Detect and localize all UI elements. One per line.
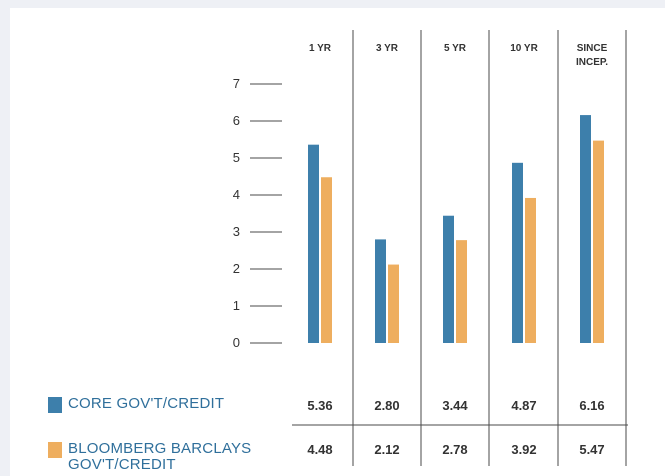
y-tick-label-3: 3 xyxy=(232,224,240,239)
value-cell-2-4: 3.92 xyxy=(511,442,537,457)
legend-label-line: GOV'T/CREDIT xyxy=(68,456,176,473)
legend-label-2: BLOOMBERG BARCLAYS GOV'T/CREDIT xyxy=(68,441,251,473)
bar-core-5 xyxy=(580,115,591,343)
value-cell-2-3: 2.78 xyxy=(442,442,468,457)
y-tick-label-0: 0 xyxy=(232,335,240,350)
bar-core-4 xyxy=(512,162,523,343)
column-header-line: 3 YR xyxy=(375,43,399,54)
column-header-line: INCEP. xyxy=(575,57,609,68)
bar-chart xyxy=(250,30,628,466)
column-header-2: 3 YR xyxy=(353,42,421,56)
value-cell-1-3: 3.44 xyxy=(442,398,468,413)
legend-swatch-2 xyxy=(48,442,62,458)
bar-benchmark-2 xyxy=(388,264,399,343)
legend-swatch-1 xyxy=(48,397,62,413)
y-tick-label-4: 4 xyxy=(232,187,240,202)
column-header-line: 1 YR xyxy=(308,43,332,54)
value-cell-2-2: 2.12 xyxy=(374,442,400,457)
y-tick-label-5: 5 xyxy=(232,150,240,165)
legend-label-line: CORE GOV'T/CREDIT xyxy=(68,395,225,412)
bar-benchmark-4 xyxy=(525,197,536,343)
column-header-line: SINCE xyxy=(576,43,608,54)
column-header-1: 1 YR xyxy=(286,42,354,56)
value-cell-1-2: 2.80 xyxy=(374,398,400,413)
y-tick-label-2: 2 xyxy=(232,261,240,276)
legend-label-1: CORE GOV'T/CREDIT xyxy=(68,396,224,412)
column-header-5: SINCE INCEP. xyxy=(558,42,626,70)
column-header-3: 5 YR xyxy=(421,42,489,56)
column-header-line: 10 YR xyxy=(510,43,538,54)
bar-core-2 xyxy=(375,239,386,343)
bar-benchmark-5 xyxy=(593,140,604,343)
bar-benchmark-1 xyxy=(321,177,332,343)
bar-benchmark-3 xyxy=(456,240,467,343)
bar-core-1 xyxy=(308,144,319,343)
value-cell-1-1: 5.36 xyxy=(307,398,333,413)
value-cell-2-5: 5.47 xyxy=(579,442,605,457)
value-cell-1-4: 4.87 xyxy=(511,398,537,413)
legend-label-line: BLOOMBERG BARCLAYS xyxy=(68,440,252,457)
y-tick-label-6: 6 xyxy=(232,113,240,128)
bar-core-3 xyxy=(443,215,454,343)
performance-card: 0 1 2 3 4 5 6 7 1 YR 3 YR 5 YR 10 YR SINCE INCEP. CORE… xyxy=(10,8,665,476)
value-cell-2-1: 4.48 xyxy=(307,442,333,457)
column-header-4: 10 YR xyxy=(490,42,558,56)
y-tick-label-7: 7 xyxy=(232,76,240,91)
column-header-line: 5 YR xyxy=(443,43,467,54)
value-cell-1-5: 6.16 xyxy=(579,398,605,413)
y-tick-label-1: 1 xyxy=(232,298,240,313)
